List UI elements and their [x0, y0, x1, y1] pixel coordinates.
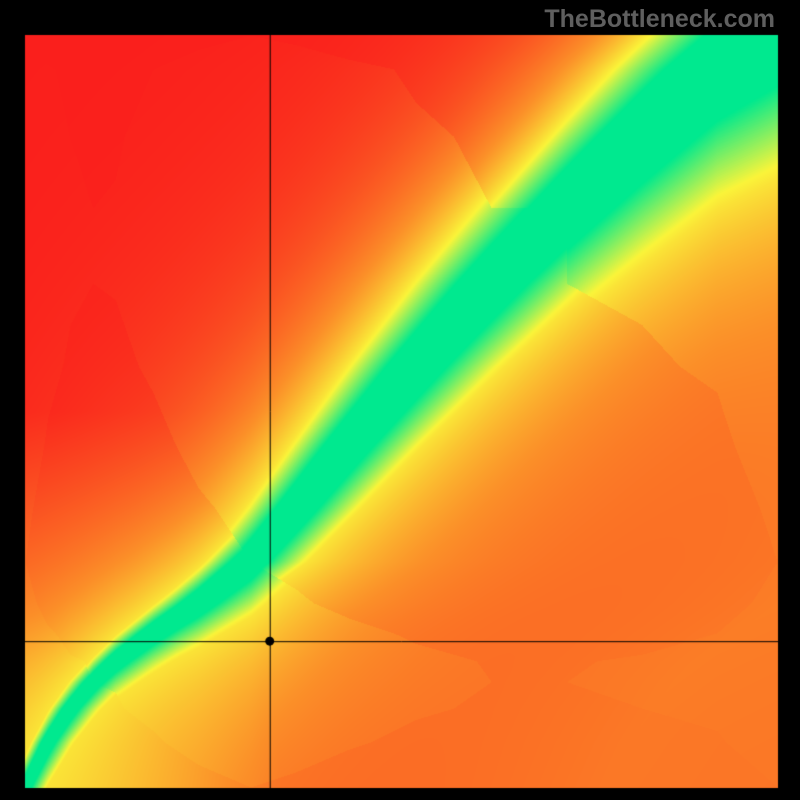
- chart-container: TheBottleneck.com: [0, 0, 800, 800]
- watermark-text: TheBottleneck.com: [544, 5, 775, 34]
- bottleneck-heatmap: [0, 0, 800, 800]
